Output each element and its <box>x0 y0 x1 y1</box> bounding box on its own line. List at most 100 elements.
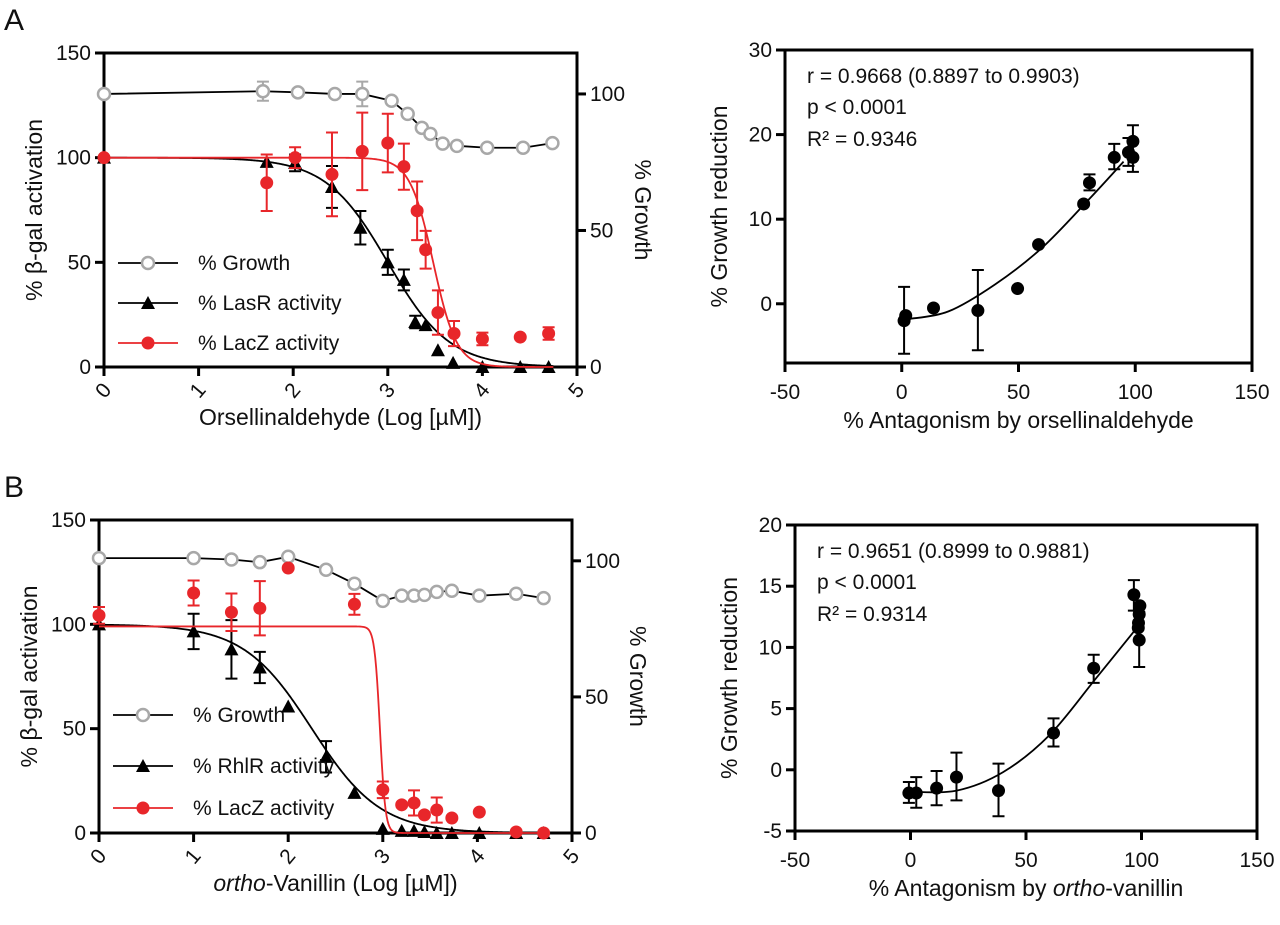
x-tick-label: 5 <box>559 845 584 869</box>
data-point <box>949 770 963 784</box>
x-tick-label: 5 <box>564 379 589 403</box>
x-tick-label: 100 <box>1124 849 1159 872</box>
data-point <box>446 355 461 369</box>
data-point <box>407 796 421 810</box>
x-tick-label: 4 <box>464 845 489 869</box>
data-point <box>347 785 362 799</box>
legend-label: % LacZ activity <box>198 332 340 355</box>
data-point <box>97 151 111 165</box>
legend-marker <box>136 801 150 815</box>
data-point <box>96 86 112 102</box>
y-axis-title: % β-gal activation <box>21 119 47 301</box>
legend-item: % LacZ activity <box>118 332 340 355</box>
data-point <box>417 824 432 838</box>
series-2 <box>97 111 556 368</box>
p-value: p < 0.0001 <box>817 571 917 594</box>
fit-curve <box>98 623 549 834</box>
y2-tick-label: 100 <box>585 550 620 573</box>
data-point <box>252 660 267 674</box>
legend-marker <box>141 336 155 350</box>
y2-tick-label: 0 <box>585 822 597 845</box>
x-axis-title: ortho-Vanillin (Log [µM]) <box>213 870 457 896</box>
y-tick-label: 15 <box>759 575 782 598</box>
y-tick-label: 10 <box>759 636 782 659</box>
data-point <box>1107 150 1121 164</box>
data-point <box>347 576 362 591</box>
legend-item: % RhlR activity <box>113 755 335 778</box>
data-point <box>253 601 267 615</box>
legend-label: % LasR activity <box>198 292 342 315</box>
data-point <box>449 138 465 154</box>
data-point <box>1126 150 1140 164</box>
data-point <box>407 823 422 837</box>
legend-label: % RhlR activity <box>193 755 335 778</box>
data-point <box>423 126 438 142</box>
data-point <box>417 808 431 822</box>
data-point <box>397 160 411 174</box>
x-tick-label: 50 <box>1007 381 1030 404</box>
x-axis-title-italic: ortho <box>1053 875 1106 901</box>
r-squared: R² = 0.9346 <box>807 128 917 151</box>
y-tick-label: -5 <box>763 820 782 843</box>
x-tick-label: 2 <box>275 845 300 869</box>
data-point <box>1087 661 1101 675</box>
y-axis-title: % Growth reduction <box>716 577 742 779</box>
x-tick-label: 1 <box>181 845 206 869</box>
panel-label: A <box>4 4 24 37</box>
data-point <box>445 811 459 825</box>
y-tick-label: 0 <box>770 759 782 782</box>
data-point <box>479 140 495 155</box>
legend-item: % LacZ activity <box>113 797 335 820</box>
data-point <box>375 593 391 609</box>
y-tick-label: 50 <box>63 718 86 741</box>
data-point <box>515 140 531 155</box>
legend-marker <box>136 759 150 772</box>
data-point <box>186 550 201 566</box>
data-point <box>909 786 923 800</box>
series-0 <box>91 549 551 609</box>
data-point <box>319 749 334 763</box>
x-tick-label: -50 <box>770 381 800 404</box>
fit-curve <box>103 90 553 149</box>
data-point <box>536 590 551 606</box>
y-tick-label: 100 <box>56 147 91 170</box>
data-point <box>1082 176 1096 190</box>
scatter-series <box>902 579 1147 818</box>
y-tick-label: 20 <box>759 514 782 537</box>
x-axis-title-prefix: % Antagonism by <box>869 875 1053 901</box>
y-tick-label: 150 <box>51 509 86 532</box>
data-point <box>971 304 985 318</box>
y2-tick-label: 50 <box>590 219 613 242</box>
data-point <box>281 561 295 575</box>
x-axis-title-italic: ortho <box>213 870 266 896</box>
data-point <box>381 136 395 150</box>
y-tick-label: 5 <box>770 698 782 721</box>
data-point <box>325 167 339 181</box>
r-value: r = 0.9651 (0.8999 to 0.9881) <box>817 540 1090 563</box>
fit-curve <box>104 156 554 368</box>
data-point <box>899 309 913 323</box>
data-point <box>1131 621 1145 635</box>
y-axis-title: % Growth reduction <box>706 106 732 308</box>
y-tick-label: 20 <box>749 124 772 147</box>
data-point <box>1126 134 1140 148</box>
data-point <box>92 608 106 622</box>
r-squared: R² = 0.9314 <box>817 603 928 626</box>
x-tick-label: 2 <box>280 379 305 403</box>
data-point <box>260 176 274 190</box>
data-point <box>1011 282 1025 296</box>
p-value: p < 0.0001 <box>807 96 907 119</box>
data-point <box>290 85 306 100</box>
data-point <box>400 106 415 122</box>
data-point <box>508 586 524 602</box>
data-point <box>355 86 370 102</box>
legend-item: % Growth <box>113 704 285 727</box>
scatter-series <box>897 124 1140 355</box>
r-value: r = 0.9668 (0.8897 to 0.9903) <box>807 65 1080 88</box>
plot-frame <box>97 518 574 835</box>
data-point <box>394 823 409 837</box>
data-point <box>418 318 433 332</box>
legend-item: % LasR activity <box>118 292 342 315</box>
